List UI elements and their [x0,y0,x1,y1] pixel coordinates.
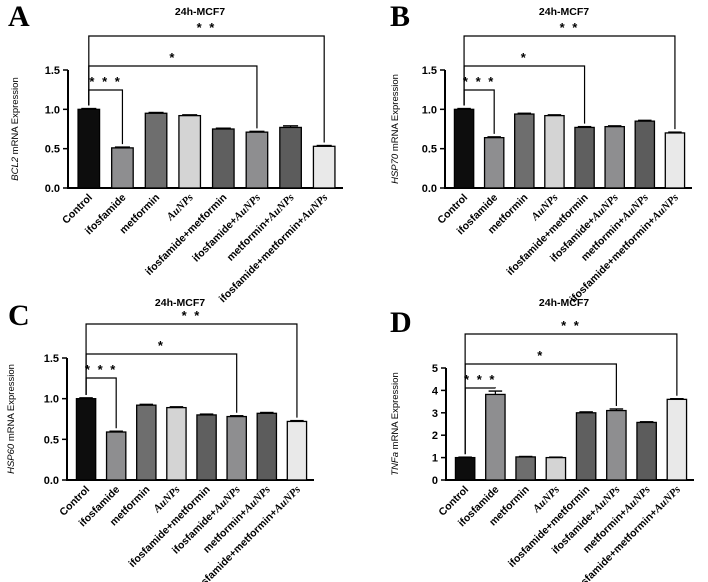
y-tick-label: 1.5 [44,353,59,365]
bar [279,126,302,189]
significance-label: * [158,338,165,353]
significance-bracket [464,333,678,455]
significance-label: * * [560,20,580,35]
chart-panel-c: C 24h-MCF7 0.0 0.5 1.0 1.5 HSP60 mRNA Expressi… [0,292,354,582]
bar [312,145,336,189]
y-tick-label: 0.0 [45,183,60,195]
significance-label: * * * [464,372,496,387]
chart-panel-a: A 24h-MCF7 0.0 0.5 1.0 1.5 BCL2 mRNA Expressio… [0,0,354,305]
significance-label: * [169,50,176,65]
bar [286,420,308,481]
bar [485,393,506,481]
bar [166,406,187,481]
bar [574,126,595,189]
chart-title: 24h-MCF7 [539,6,589,18]
bar [178,114,202,189]
significance-label: * * * [89,74,121,89]
panel-letter: C [8,299,30,332]
chart-panel-d: D 24h-MCF7 0 1 2 3 4 5 TNFa mRNA Expression Contr… [384,292,708,582]
significance-bracket [88,35,325,143]
bar [575,412,597,481]
y-tick-label: 4 [432,385,439,397]
y-tick-label: 1 [432,453,438,465]
bar [256,412,278,481]
y-tick-label: 1.0 [45,104,60,116]
y-axis-label: BCL2 mRNA Expression [10,77,21,181]
x-tick-label: AuNPs [164,192,196,224]
bar [666,398,688,481]
y-tick-label: 0.5 [45,144,60,156]
x-tick-label: ifosfamide+metformin+AuNPs [569,484,683,582]
significance-bracket [463,35,676,130]
bar [75,398,97,481]
panel-letter: A [8,0,30,33]
chart-svg: B 24h-MCF7 0.0 0.5 1.0 1.5 HSP70 mRNA Expressi… [390,0,692,305]
bar [544,114,565,189]
y-tick-label: 0.0 [44,475,59,487]
bar [136,404,157,481]
chart-title: 24h-MCF7 [539,297,589,309]
y-tick-label: 0.5 [422,144,437,156]
significance-label: * * [182,308,202,323]
bar [196,414,217,481]
y-tick-label: 0.5 [44,434,59,446]
bar [144,112,168,189]
chart-panel-b: B 24h-MCF7 0.0 0.5 1.0 1.5 HSP70 mRNA Expressi… [384,0,708,305]
bar [226,415,247,481]
chart-svg: C 24h-MCF7 0.0 0.5 1.0 1.5 HSP60 mRNA Expressi… [6,297,314,582]
bar [636,421,657,481]
bar [545,456,567,481]
y-tick-label: 1.5 [422,65,437,77]
y-tick-label: 2 [432,430,438,442]
y-tick-label: 1.5 [45,65,60,77]
y-tick-label: 1.0 [422,104,437,116]
x-tick-label: ifosfamide+metformin+AuNPs [190,484,304,582]
y-tick-label: 0.0 [422,183,437,195]
bar [606,409,627,481]
bar [453,108,475,189]
y-axis-label: TNFa mRNA Expression [390,372,401,475]
significance-label: * * [197,20,217,35]
bar [105,431,127,481]
bar [483,137,505,189]
y-axis-label: HSP70 mRNA Expression [390,74,401,184]
bar [514,113,535,189]
bar [77,108,101,189]
bar [211,128,235,189]
y-tick-label: 0 [432,475,438,487]
significance-label: * * * [463,74,495,89]
significance-label: * [521,50,528,65]
panel-letter: B [390,0,410,33]
panel-letter: D [390,306,412,339]
y-tick-label: 5 [432,363,438,375]
significance-label: * * [561,318,581,333]
bar [245,131,269,189]
significance-label: * * * [85,362,117,377]
bar [664,132,686,189]
chart-title: 24h-MCF7 [175,6,225,18]
y-axis-label: HSP60 mRNA Expression [6,364,17,474]
chart-title: 24h-MCF7 [155,297,205,309]
bar [634,120,656,189]
bar [604,125,625,189]
bar [515,456,536,481]
y-tick-label: 3 [432,408,438,420]
significance-label: * [537,348,544,363]
significance-bracket [85,323,298,418]
bar [111,147,134,189]
chart-svg: A 24h-MCF7 0.0 0.5 1.0 1.5 BCL2 mRNA Expressio… [8,0,343,305]
bar [454,456,476,481]
y-tick-label: 1.0 [44,394,59,406]
